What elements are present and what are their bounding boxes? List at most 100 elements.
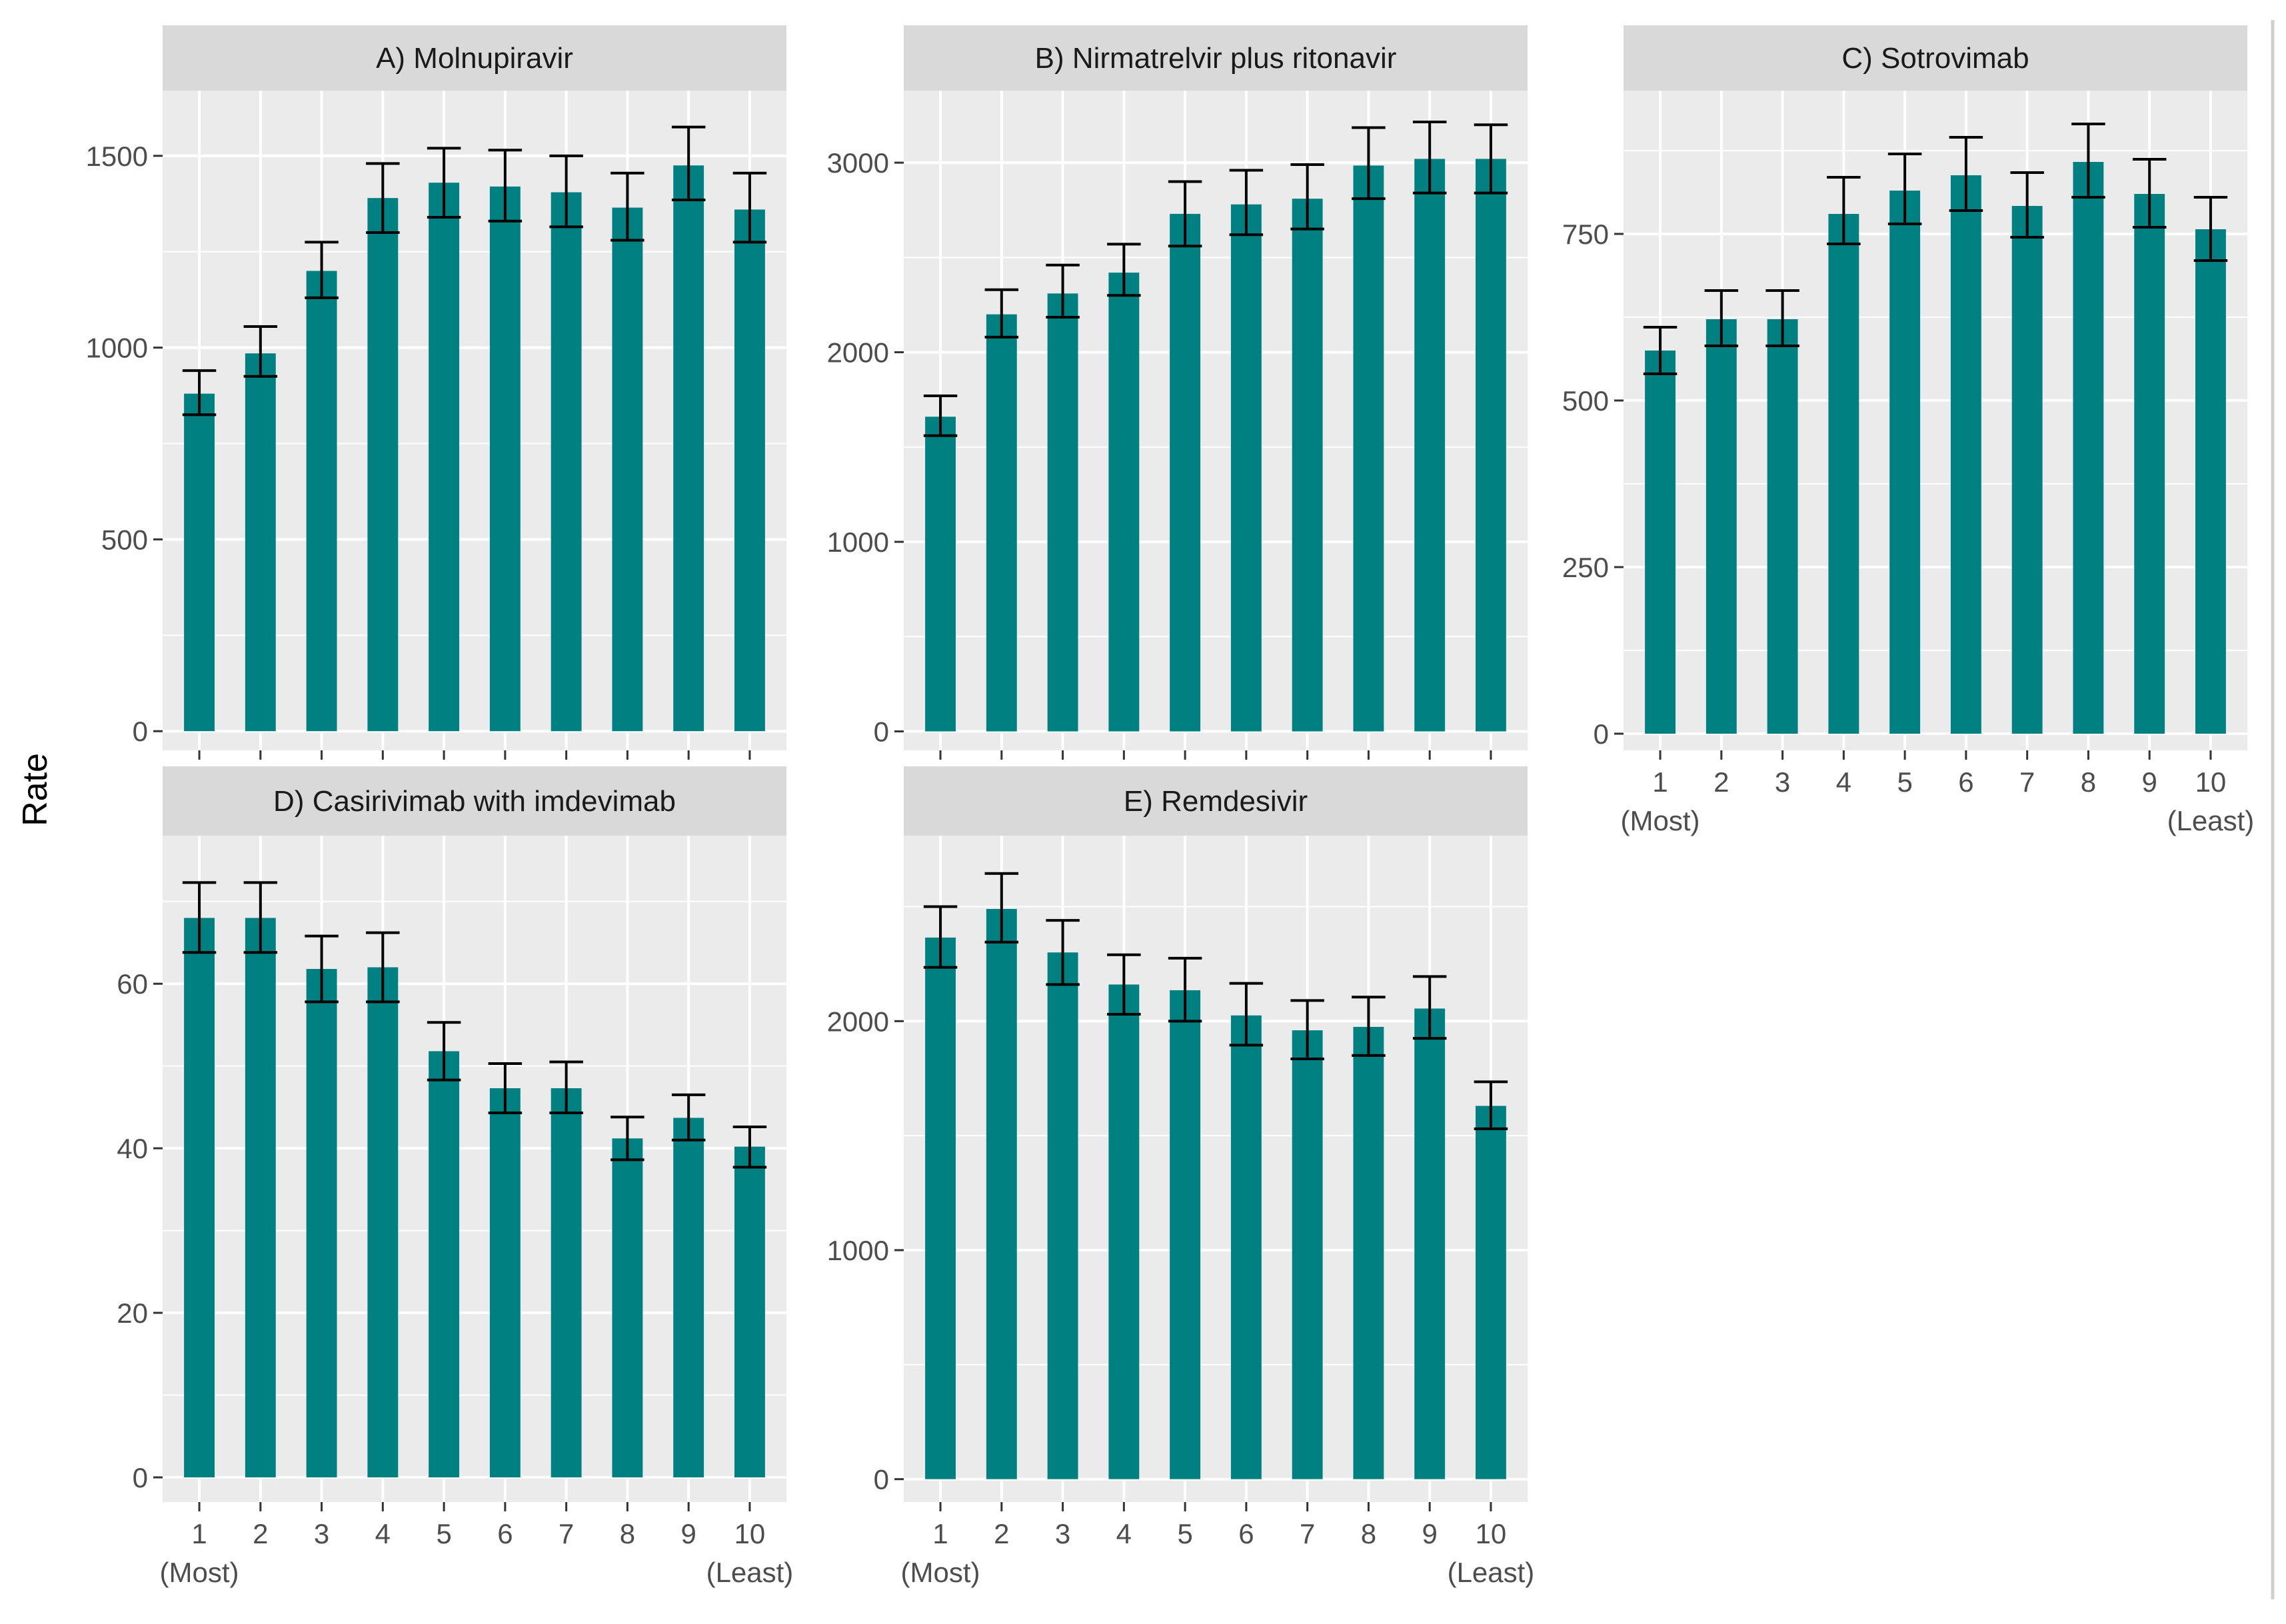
panel-title: E) Remdesivir <box>1124 785 1308 818</box>
errorbar-8 <box>1352 126 1386 201</box>
panel-strip <box>163 25 786 91</box>
errorbar-8 <box>610 1116 644 1162</box>
bar-10 <box>734 209 765 732</box>
bar-2 <box>245 353 276 732</box>
bar-8 <box>1353 1026 1384 1479</box>
x-sublabel-least: (Least) <box>1448 1557 1535 1588</box>
x-tick-label: 7 <box>1300 1518 1315 1549</box>
errorbar-9 <box>2132 158 2167 229</box>
bar-8 <box>2073 162 2104 734</box>
errorbar-1 <box>923 395 958 437</box>
bar-7 <box>2011 206 2043 734</box>
x-tick-label: 9 <box>2141 766 2157 798</box>
errorbar-3 <box>305 241 339 299</box>
x-tick-label: 2 <box>994 1518 1009 1549</box>
bar-8 <box>612 1138 643 1477</box>
bar-1 <box>925 937 956 1479</box>
x-tick-label: 3 <box>1775 766 1790 798</box>
y-tick-label: 2000 <box>827 1006 889 1037</box>
errorbar-4 <box>1827 176 1861 245</box>
bar-5 <box>1170 213 1201 732</box>
panel-2: B) Nirmatrelvir plus ritonavir 0 1000 2000 3… <box>827 25 1528 760</box>
errorbar-8 <box>610 171 644 242</box>
bar-3 <box>1047 952 1078 1479</box>
errorbar-9 <box>671 125 706 202</box>
errorbar-1 <box>182 369 217 416</box>
x-tick-label: 1 <box>191 1518 207 1549</box>
x-sublabel-least: (Least) <box>2167 805 2255 836</box>
bar-1 <box>925 416 956 732</box>
y-tick-label: 0 <box>874 716 889 748</box>
bar-9 <box>673 165 704 732</box>
errorbar-1 <box>1643 326 1678 375</box>
bar-3 <box>306 969 337 1477</box>
bar-4 <box>1108 273 1140 732</box>
x-tick-label: 1 <box>1652 766 1668 798</box>
bar-6 <box>489 186 521 732</box>
y-tick-label: 500 <box>101 524 148 555</box>
bar-6 <box>1230 204 1262 732</box>
panel-3: C) Sotrovimab 0 250 500 750 1 2 3 4 5 6 7 8 9 10 (Most)… <box>1562 25 2254 836</box>
bar-6 <box>489 1088 521 1477</box>
bar-4 <box>367 198 399 732</box>
bar-10 <box>1476 1106 1506 1479</box>
errorbar-6 <box>488 1062 523 1115</box>
bar-4 <box>1828 214 1859 734</box>
x-tick-label: 7 <box>559 1518 574 1549</box>
bar-9 <box>673 1118 704 1477</box>
errorbar-7 <box>1290 999 1324 1061</box>
x-tick-label: 10 <box>734 1518 766 1549</box>
bar-7 <box>551 1088 582 1477</box>
errorbar-6 <box>488 149 523 223</box>
panel-title: C) Sotrovimab <box>1841 42 2029 75</box>
errorbar-8 <box>1352 996 1386 1057</box>
errorbar-2 <box>984 872 1019 944</box>
errorbar-2 <box>243 881 278 954</box>
errorbar-10 <box>732 171 767 244</box>
bar-6 <box>1950 175 1981 734</box>
errorbar-7 <box>1290 163 1324 231</box>
bar-8 <box>612 207 643 732</box>
y-tick-label: 750 <box>1562 219 1609 250</box>
x-tick-label: 5 <box>1177 1518 1192 1549</box>
y-tick-label: 3000 <box>827 147 889 179</box>
bar-5 <box>1170 990 1201 1479</box>
y-tick-label: 60 <box>117 968 148 1000</box>
y-tick-label: 0 <box>133 1462 148 1493</box>
errorbar-7 <box>549 154 583 229</box>
x-tick-label: 9 <box>1422 1518 1437 1549</box>
bar-6 <box>1230 1015 1262 1479</box>
x-tick-label: 4 <box>1116 1518 1132 1549</box>
x-tick-label: 1 <box>932 1518 948 1549</box>
bar-2 <box>1706 319 1737 734</box>
bar-5 <box>1889 191 1921 734</box>
y-tick-label: 1000 <box>86 333 148 364</box>
bar-9 <box>1414 159 1446 732</box>
bar-2 <box>986 908 1017 1479</box>
x-tick-label: 2 <box>253 1518 268 1549</box>
x-sublabel-most: (Most) <box>1621 805 1700 836</box>
errorbar-6 <box>1229 169 1264 237</box>
panel-strip <box>904 25 1528 91</box>
errorbar-5 <box>427 147 461 219</box>
errorbar-3 <box>1046 263 1080 319</box>
panel-5: E) Remdesivir 0 1000 2000 1 2 3 4 5 6 7 8 9 10 (Most) (… <box>827 766 1535 1588</box>
bar-9 <box>1414 1008 1446 1479</box>
bar-7 <box>551 192 582 732</box>
bar-10 <box>2195 229 2226 734</box>
y-tick-label: 2000 <box>827 337 889 369</box>
y-tick-label: 500 <box>1562 385 1609 416</box>
x-tick-label: 6 <box>497 1518 513 1549</box>
x-tick-label: 10 <box>1476 1518 1507 1549</box>
x-tick-label: 3 <box>1055 1518 1070 1549</box>
panel-title: B) Nirmatrelvir plus ritonavir <box>1035 42 1397 75</box>
errorbar-10 <box>1474 1080 1508 1130</box>
x-sublabel-most: (Most) <box>160 1557 239 1588</box>
errorbar-2 <box>984 288 1019 339</box>
errorbar-4 <box>366 931 400 1004</box>
errorbar-1 <box>182 881 217 954</box>
y-tick-label: 40 <box>117 1133 148 1164</box>
errorbar-9 <box>1412 975 1447 1040</box>
errorbar-4 <box>1107 243 1141 297</box>
y-axis-title: Rate <box>16 753 55 826</box>
